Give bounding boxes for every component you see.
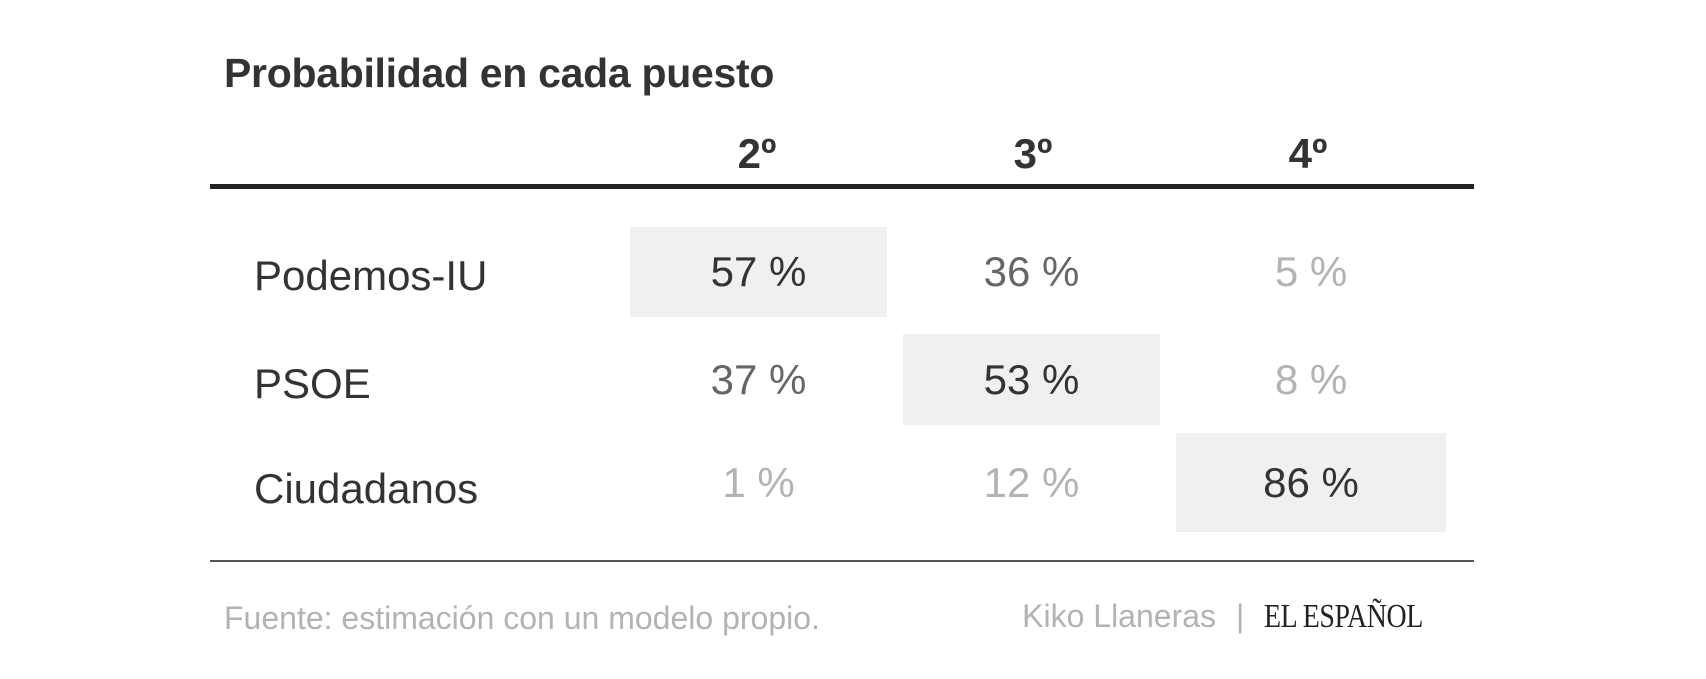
- cell-ciudadanos-col-4: 86 %: [1176, 433, 1446, 532]
- row-label-ciudadanos: Ciudadanos: [254, 465, 479, 512]
- cell-ciudadanos-col-3: 12 %: [983, 458, 1080, 506]
- cell-psoe-col-4: 8 %: [1274, 355, 1348, 403]
- table-bottom-rule: [210, 560, 1474, 562]
- column-header-3: 3º: [1013, 130, 1053, 177]
- cell-podemos-iu-col-4: 5 %: [1274, 248, 1348, 295]
- row-label-psoe: PSOE: [254, 360, 371, 407]
- cell-podemos-iu-col-3: 36 %: [983, 248, 1080, 295]
- cell-psoe-col-2: 37 %: [710, 355, 807, 403]
- column-header-4: 4º: [1288, 130, 1328, 177]
- cell-podemos-iu-col-2: 57 %: [630, 227, 887, 317]
- column-header-2: 2º: [737, 130, 777, 177]
- author-name: Kiko Llaneras: [1022, 598, 1217, 634]
- credit-separator: |: [1236, 598, 1245, 634]
- cell-ciudadanos-col-2: 1 %: [722, 458, 795, 506]
- brand-logo: EL ESPAÑOL: [1264, 598, 1424, 635]
- chart-title: Probabilidad en cada puesto: [224, 50, 775, 96]
- row-label-podemos-iu: Podemos-IU: [254, 252, 488, 299]
- cell-psoe-col-3: 53 %: [903, 334, 1160, 425]
- header-rule: [210, 184, 1474, 189]
- source-note: Fuente: estimación con un modelo propio.: [224, 600, 820, 636]
- credits: Kiko Llaneras | EL ESPAÑOL: [1022, 598, 1458, 636]
